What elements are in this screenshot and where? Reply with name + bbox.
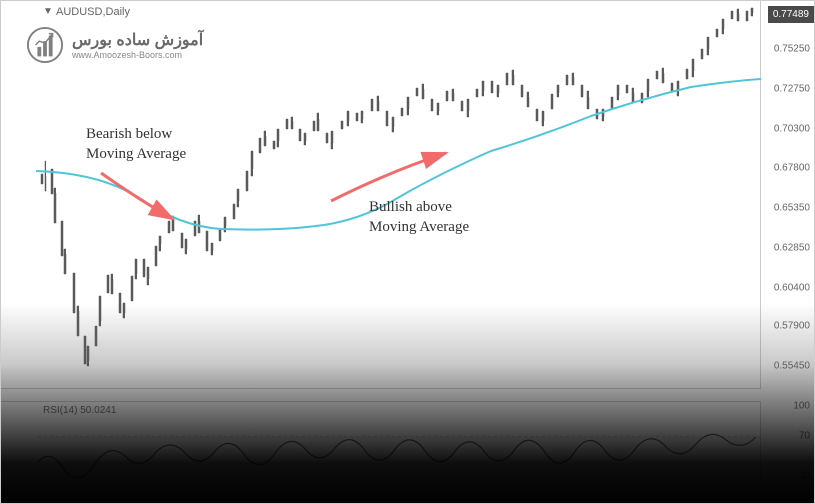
y-axis-label: 0.65350 [774, 203, 810, 214]
y-axis-label: 0.70300 [774, 124, 810, 135]
rsi-y-axis-label: 100 [793, 401, 810, 412]
current-price-badge: 0.77489 [768, 6, 814, 23]
bearish-text-1: Bearish below [86, 125, 186, 145]
chart-title: AUDUSD,Daily [56, 6, 130, 18]
bullish-text-1: Bullish above [369, 198, 469, 218]
bullish-arrow [331, 153, 446, 201]
y-axis-label: 0.75250 [774, 44, 810, 55]
bearish-arrow [101, 173, 173, 219]
rsi-line [38, 434, 756, 477]
y-axis-label: 0.62850 [774, 243, 810, 254]
bullish-annotation: Bullish above Moving Average [369, 198, 469, 237]
bullish-text-2: Moving Average [369, 218, 469, 238]
rsi-y-axis-label: 70 [799, 431, 810, 442]
y-axis-label: 0.57900 [774, 321, 810, 332]
bearish-text-2: Moving Average [86, 145, 186, 165]
logo-persian-text: آموزش ساده بورس [72, 30, 203, 50]
logo-url: www.Amoozesh-Boors.com [72, 50, 203, 60]
y-axis-label: 0.60400 [774, 283, 810, 294]
rsi-panel[interactable] [1, 401, 761, 501]
bearish-annotation: Bearish below Moving Average [86, 125, 186, 164]
chart-dropdown-icon[interactable]: ▼ [43, 6, 53, 17]
y-axis-label: 0.72750 [774, 84, 810, 95]
chart-container: ▼ AUDUSD,Daily 0.77489 آموزش ساده بورس w… [0, 0, 815, 504]
rsi-y-axis-label: 30 [799, 471, 810, 482]
logo-icon [26, 26, 64, 64]
rsi-y-axis: 100 70 30 [759, 401, 814, 501]
watermark-logo: آموزش ساده بورس www.Amoozesh-Boors.com [26, 26, 203, 64]
rsi-title: RSI(14) 50.0241 [43, 405, 116, 416]
price-y-axis: 0.77489 0.75250 0.72750 0.70300 0.67800 0.653… [759, 1, 814, 389]
y-axis-label: 0.55450 [774, 361, 810, 372]
y-axis-label: 0.67800 [774, 163, 810, 174]
